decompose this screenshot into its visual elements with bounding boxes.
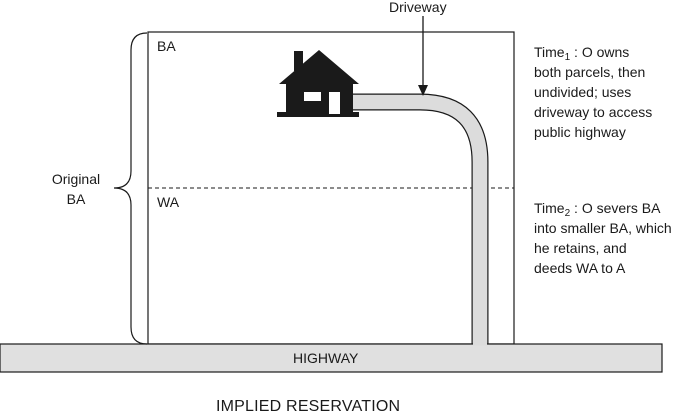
original-label-line2: BA [66, 191, 86, 207]
time2-line1: Time2 : O severs BA [534, 200, 661, 219]
time2-note: Time2 : O severs BA into smaller BA, whi… [534, 198, 672, 278]
driveway-fill [352, 94, 488, 345]
time1-note: Time1 : O owns both parcels, then undivi… [534, 42, 652, 142]
highway [0, 343, 663, 373]
time1-line3: undivided; uses [534, 84, 632, 100]
driveway-label: Driveway [389, 0, 447, 15]
diagram-title: IMPLIED RESERVATION [216, 398, 401, 415]
original-label-line1: Original [51, 171, 101, 187]
time2-line4: deeds WA to A [534, 260, 626, 276]
house-icon [277, 50, 359, 117]
time1-line5: public highway [534, 124, 626, 140]
driveway [352, 93, 489, 344]
time1-line2: both parcels, then [534, 64, 646, 80]
arrow-down-icon [418, 16, 428, 96]
time1-line1: Time1 : O owns [534, 44, 630, 63]
time1-line4: driveway to access [534, 104, 653, 120]
curly-brace [113, 32, 148, 345]
ba-label: BA [157, 38, 176, 54]
original-ba-label: Original BA [40, 169, 112, 209]
time2-line2: into smaller BA, which [534, 220, 672, 236]
highway-label: HIGHWAY [293, 350, 359, 366]
time2-line3: he retains, and [534, 240, 627, 256]
wa-label: WA [157, 194, 180, 210]
